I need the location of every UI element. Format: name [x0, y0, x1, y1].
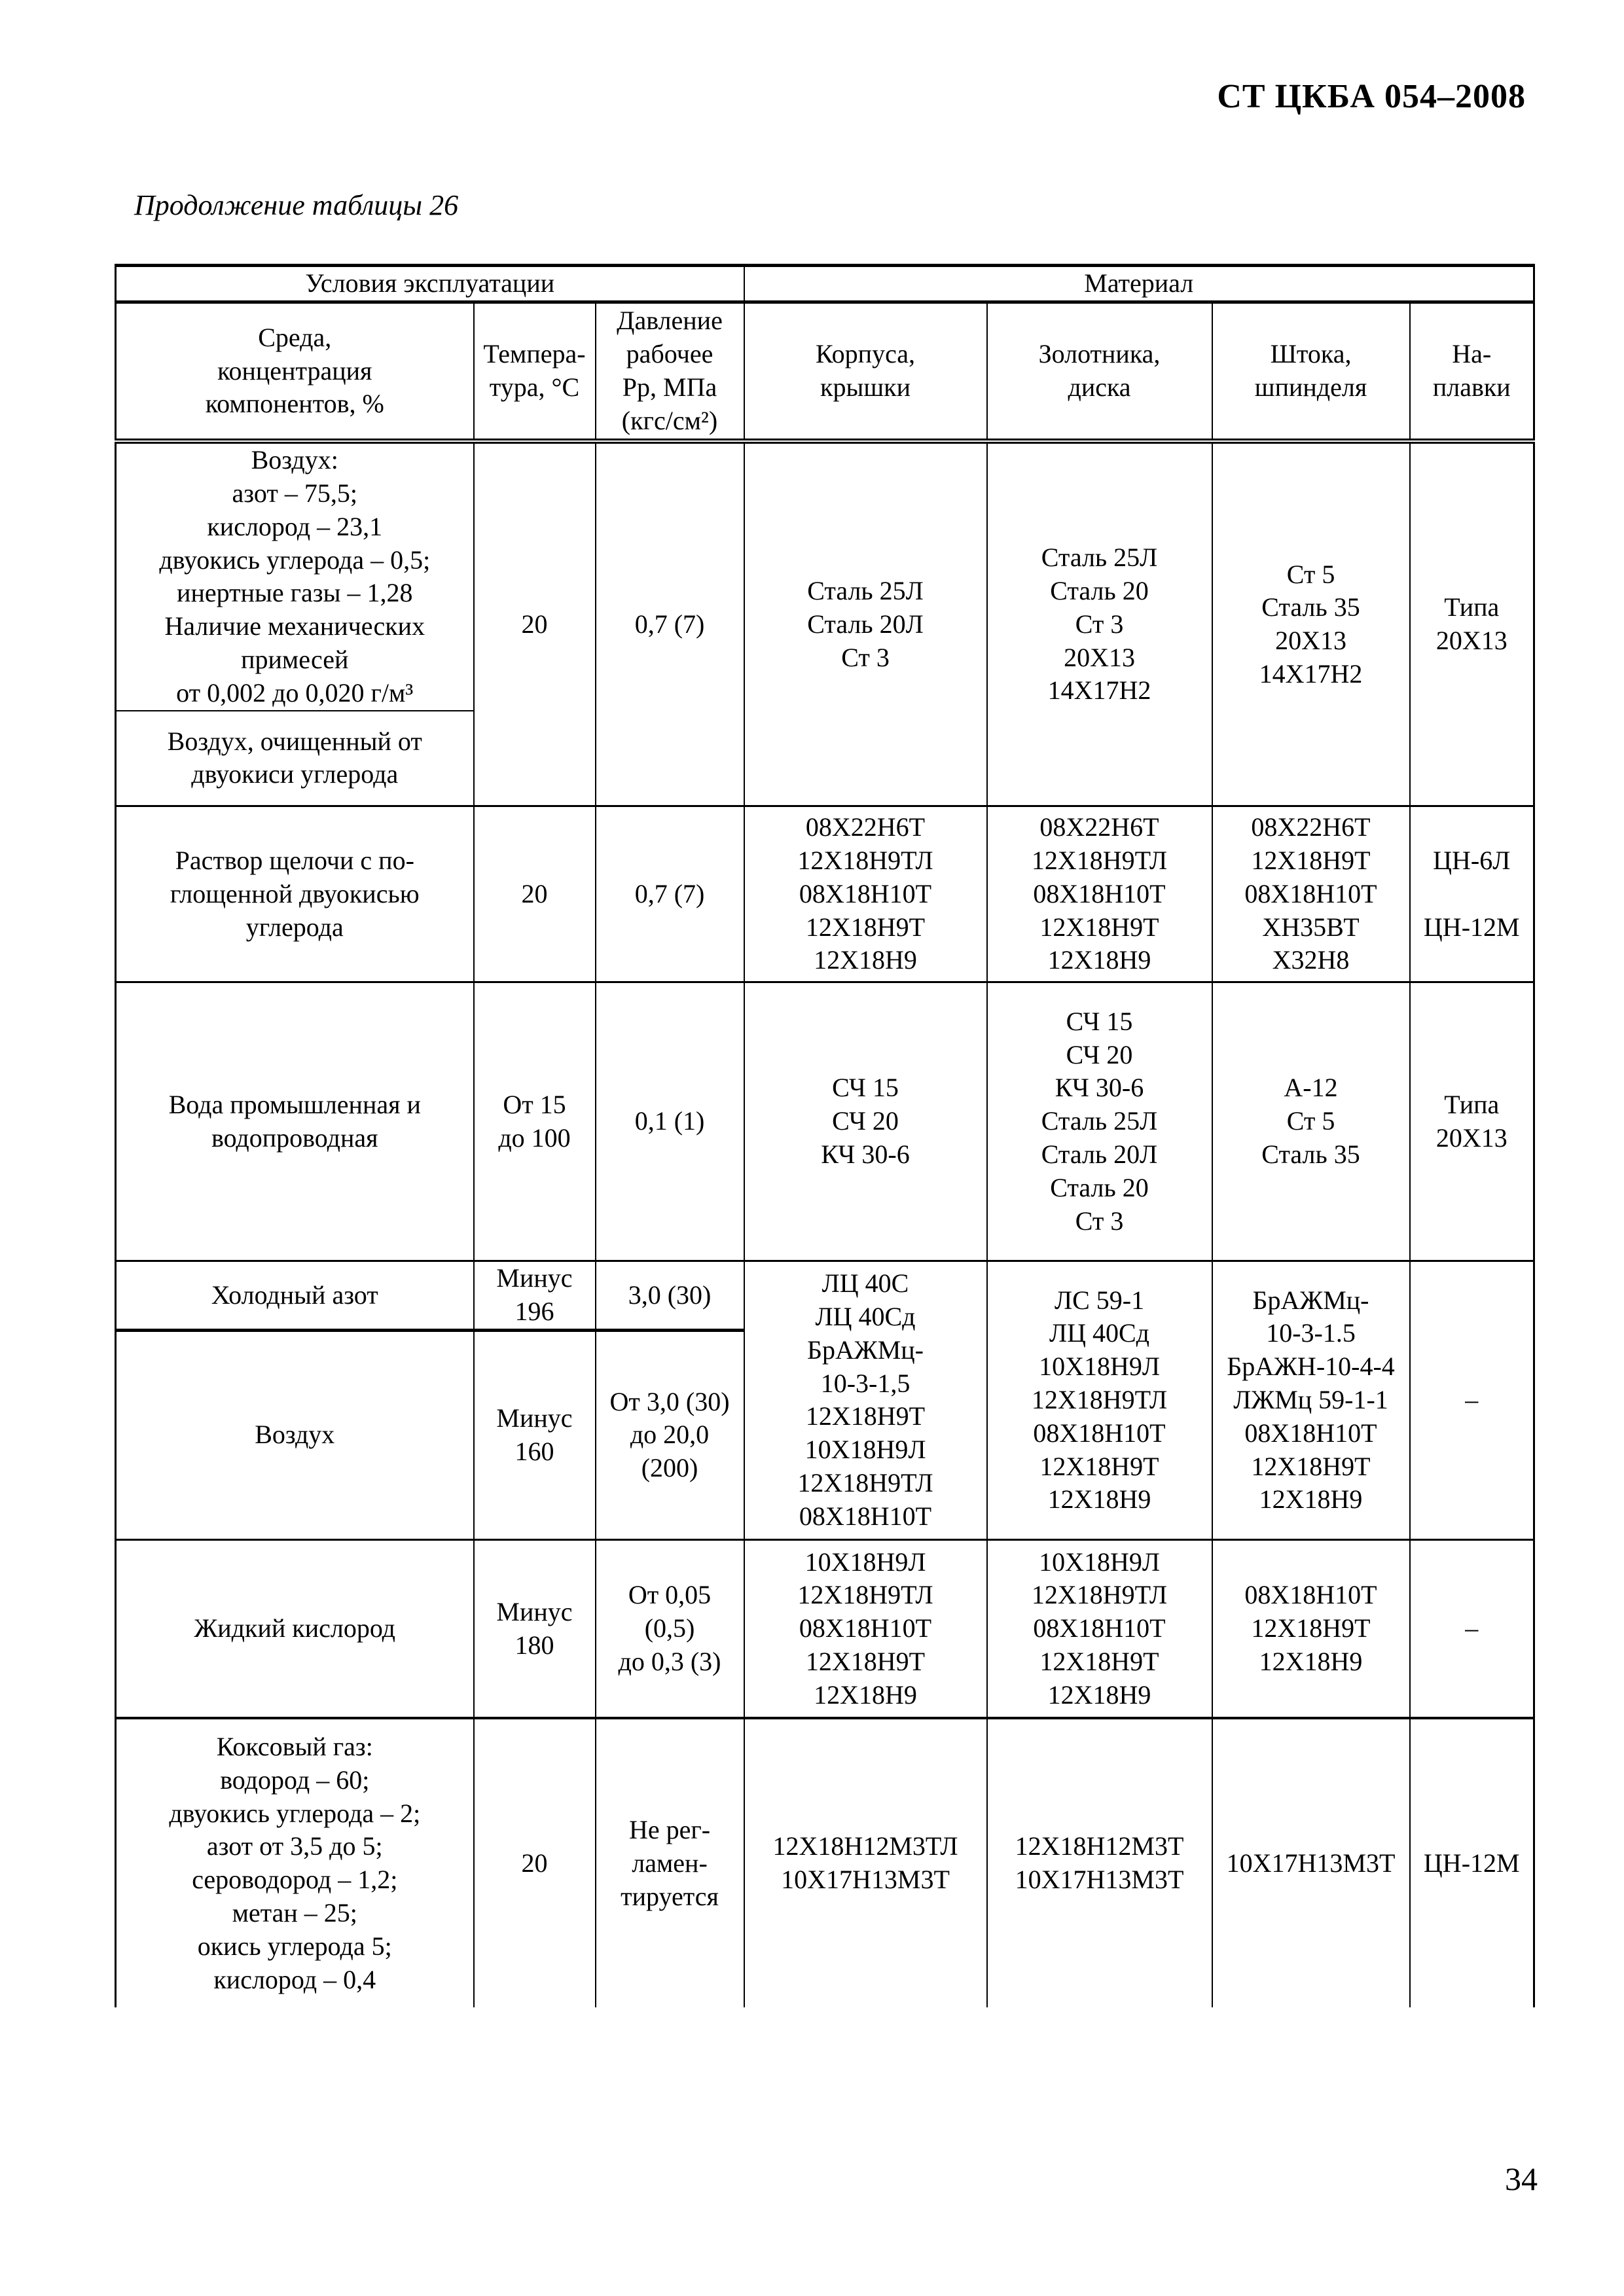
column-header-media: Среда, концентрация компонентов, %	[115, 301, 475, 444]
cell-oxygen-pressure: От 0,05 (0,5) до 0,3 (3)	[594, 1539, 745, 1720]
page-number: 34	[1505, 2161, 1538, 2197]
cell-alkali-temperature: 20	[473, 805, 596, 984]
cell-alkali-stem: 08Х22Н6Т 12Х18Н9Т 08Х18Н10Т ХН35ВТ Х32Н8	[1211, 805, 1411, 984]
header-material-group: Материал	[743, 264, 1535, 304]
column-header-body: Корпуса, крышки	[743, 301, 988, 444]
cell-cold-nitrogen-pressure: 3,0 (30)	[594, 1260, 745, 1332]
cell-air-pressure: 0,7 (7)	[594, 440, 745, 808]
column-header-stem: Штока, шпинделя	[1211, 301, 1411, 444]
cell-coke-gas-temperature: 20	[473, 1717, 596, 2008]
cell-oxygen-overlay: –	[1409, 1539, 1535, 1720]
cell-water-overlay: Типа 20Х13	[1409, 981, 1535, 1263]
cell-coke-gas-body: 12Х18Н12М3ТЛ 10Х17Н13М3Т	[743, 1717, 988, 2008]
cell-alkali-overlay: ЦН-6Л ЦН-12М	[1409, 805, 1535, 984]
cell-air-stem: Ст 5 Сталь 35 20Х13 14Х17Н2	[1211, 440, 1411, 808]
table-caption: Продолжение таблицы 26	[134, 189, 459, 221]
cell-oxygen-stem: 08Х18Н10Т 12Х18Н9Т 12Х18Н9	[1211, 1539, 1411, 1720]
cell-cold-air-pressure: От 3,0 (30) до 20,0 (200)	[594, 1329, 745, 1541]
cell-coke-gas-pressure: Не рег- ламен- тируется	[594, 1717, 745, 2008]
cell-coke-gas-stem: 10Х17Н13М3Т	[1211, 1717, 1411, 2008]
cell-oxygen-temperature: Минус 180	[473, 1539, 596, 1720]
cell-alkali-pressure: 0,7 (7)	[594, 805, 745, 984]
cell-water-body: СЧ 15 СЧ 20 КЧ 30-6	[743, 981, 988, 1263]
cell-water-disc: СЧ 15 СЧ 20 КЧ 30-6 Сталь 25Л Сталь 20Л …	[986, 981, 1213, 1263]
cell-alkali-disc: 08Х22Н6Т 12Х18Н9ТЛ 08Х18Н10Т 12Х18Н9Т 12…	[986, 805, 1213, 984]
column-header-disc: Золотника, диска	[986, 301, 1213, 444]
cell-coke-gas-media: Коксовый газ: водород – 60; двуокись угл…	[115, 1717, 475, 2008]
cell-oxygen-media: Жидкий кислород	[115, 1539, 475, 1720]
cell-water-media: Вода промышленная и водопроводная	[115, 981, 475, 1263]
cell-nitrogen-air-disc: ЛС 59-1 ЛЦ 40Сд 10Х18Н9Л 12Х18Н9ТЛ 08Х18…	[986, 1260, 1213, 1541]
cell-coke-gas-overlay: ЦН-12М	[1409, 1717, 1535, 2008]
column-header-pressure: Давление рабочее Рр, МПа (кгс/см²)	[594, 301, 745, 444]
cell-alkali-body: 08Х22Н6Т 12Х18Н9ТЛ 08Х18Н10Т 12Х18Н9Т 12…	[743, 805, 988, 984]
column-header-overlay: На- плавки	[1409, 301, 1535, 444]
cell-cold-air-media: Воздух	[115, 1329, 475, 1541]
cell-air-media-main: Воздух: азот – 75,5; кислород – 23,1 дву…	[115, 440, 475, 711]
cell-water-pressure: 0,1 (1)	[594, 981, 745, 1263]
column-header-temperature: Темпера- тура, °С	[473, 301, 596, 444]
cell-oxygen-body: 10Х18Н9Л 12Х18Н9ТЛ 08Х18Н10Т 12Х18Н9Т 12…	[743, 1539, 988, 1720]
standard-reference: СТ ЦКБА 054–2008	[1217, 78, 1526, 115]
cell-air-body: Сталь 25Л Сталь 20Л Ст 3	[743, 440, 988, 808]
cell-cold-air-temperature: Минус 160	[473, 1329, 596, 1541]
cell-nitrogen-air-stem: БрАЖМц- 10-3-1.5 БрАЖН-10-4-4 ЛЖМц 59-1-…	[1211, 1260, 1411, 1541]
cell-air-disc: Сталь 25Л Сталь 20 Ст 3 20Х13 14Х17Н2	[986, 440, 1213, 808]
cell-cold-nitrogen-media: Холодный азот	[115, 1260, 475, 1332]
cell-air-media-sub: Воздух, очищенный от двуокиси углерода	[115, 709, 475, 808]
cell-nitrogen-air-overlay: –	[1409, 1260, 1535, 1541]
cell-alkali-media: Раствор щелочи с по- глощенной двуокисью…	[115, 805, 475, 984]
materials-table: Условия эксплуатации Материал Среда, кон…	[115, 264, 1536, 2008]
cell-water-temperature: От 15 до 100	[473, 981, 596, 1263]
cell-air-overlay: Типа 20Х13	[1409, 440, 1535, 808]
cell-air-temperature: 20	[473, 440, 596, 808]
cell-nitrogen-air-body: ЛЦ 40С ЛЦ 40Сд БрАЖМц- 10-3-1,5 12Х18Н9Т…	[743, 1260, 988, 1541]
cell-water-stem: А-12 Ст 5 Сталь 35	[1211, 981, 1411, 1263]
cell-cold-nitrogen-temperature: Минус 196	[473, 1260, 596, 1332]
header-conditions-group: Условия эксплуатации	[115, 264, 745, 304]
cell-oxygen-disc: 10Х18Н9Л 12Х18Н9ТЛ 08Х18Н10Т 12Х18Н9Т 12…	[986, 1539, 1213, 1720]
cell-coke-gas-disc: 12Х18Н12М3Т 10Х17Н13М3Т	[986, 1717, 1213, 2008]
